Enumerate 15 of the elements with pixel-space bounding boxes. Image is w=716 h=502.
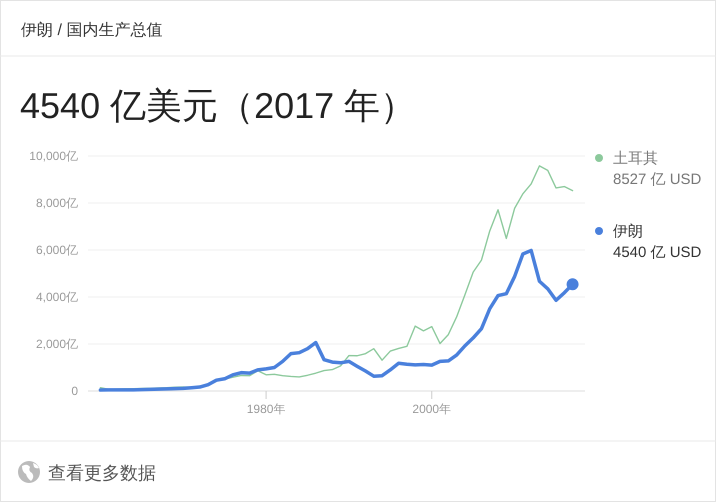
text: 8527 亿 USD (613, 171, 702, 188)
text: 查看更多数据 (48, 463, 156, 483)
legend-label: 土耳其 (613, 150, 658, 167)
x-tick-label: 2000年 (412, 402, 452, 416)
y-tick-label: 10,000亿 (29, 149, 78, 163)
y-tick-label: 0 (71, 384, 78, 398)
y-tick-label: 6,000亿 (36, 243, 78, 257)
legend-label: 伊朗 (613, 223, 643, 240)
x-tick-label: 1980年 (246, 402, 286, 416)
y-tick-label: 4,000亿 (36, 290, 78, 304)
y-tick-label: 2,000亿 (36, 337, 78, 351)
text: 伊朗 / 国内生产总值 (21, 21, 162, 39)
chart-title: 4540 亿美元（2017 年） (20, 85, 416, 126)
text: 4540 亿 USD (613, 244, 702, 261)
y-tick-label: 8,000亿 (36, 196, 78, 210)
